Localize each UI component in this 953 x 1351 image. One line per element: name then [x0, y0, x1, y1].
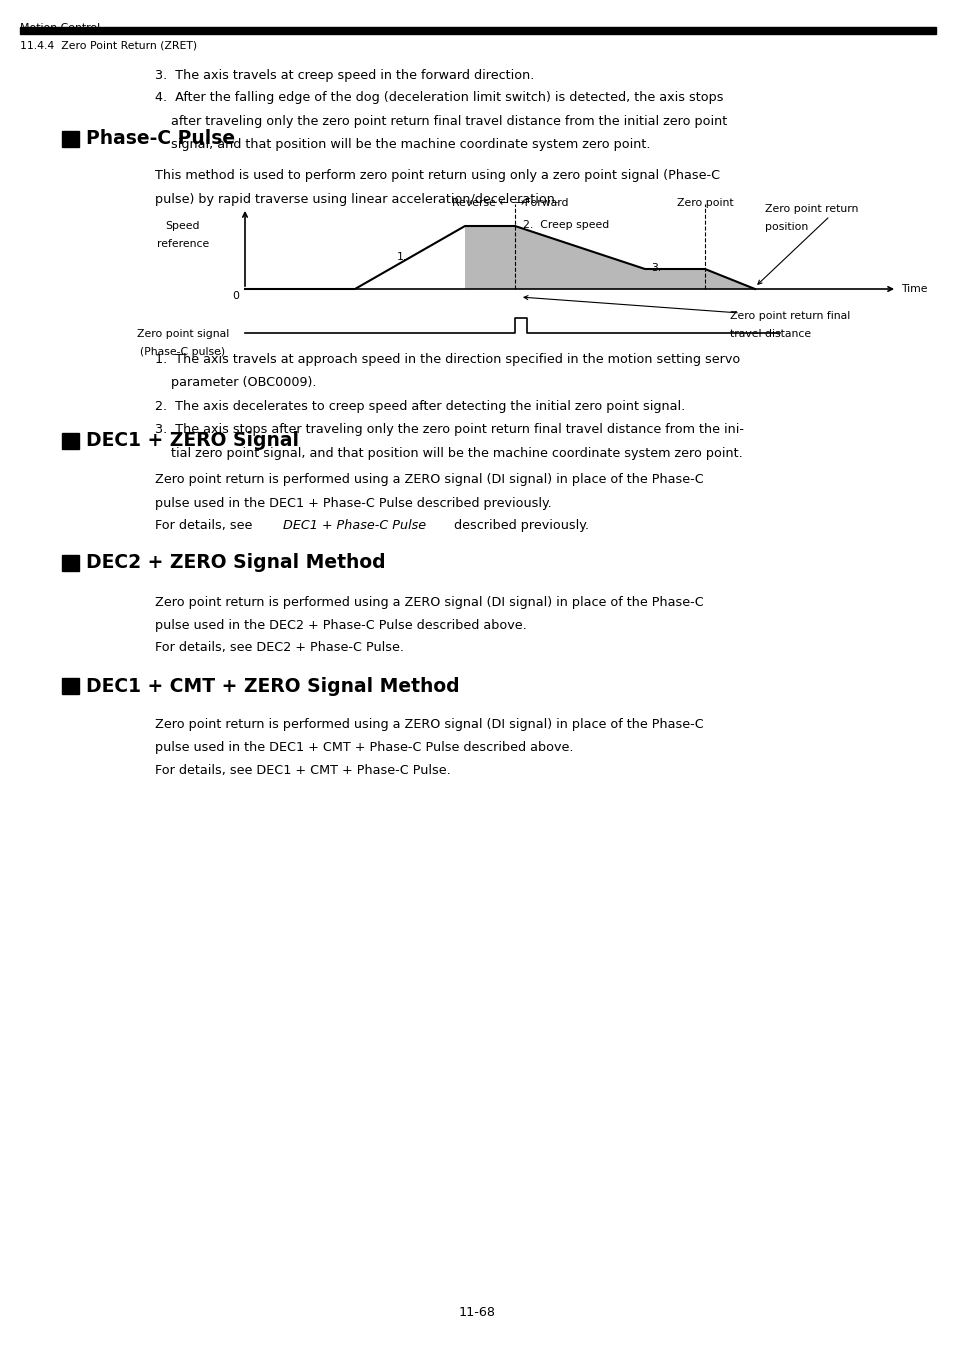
Bar [62, 432, 78, 450]
Text: tial zero point signal, and that position will be the machine coordinate system : tial zero point signal, and that positio… [154, 447, 742, 459]
Bar [62, 131, 78, 147]
Bar [62, 678, 78, 694]
Text: 2.  Creep speed: 2. Creep speed [522, 220, 609, 230]
Text: 3.: 3. [650, 263, 660, 273]
Text: 11.4.4  Zero Point Return (ZRET): 11.4.4 Zero Point Return (ZRET) [20, 41, 197, 51]
Text: DEC1 + ZERO Signal: DEC1 + ZERO Signal [87, 431, 299, 450]
Text: Time: Time [900, 284, 926, 295]
Text: described previously.: described previously. [450, 519, 588, 532]
Text: 1.  The axis travels at approach speed in the direction specified in the motion : 1. The axis travels at approach speed in… [154, 353, 740, 366]
Text: after traveling only the zero point return final travel distance from the initia: after traveling only the zero point retu… [154, 115, 726, 127]
Polygon shape [464, 226, 754, 289]
Text: Speed: Speed [166, 222, 200, 231]
Text: Reverse ←  →Forward: Reverse ← →Forward [452, 199, 568, 208]
Text: pulse used in the DEC1 + Phase-C Pulse described previously.: pulse used in the DEC1 + Phase-C Pulse d… [154, 497, 551, 509]
Text: Zero point signal: Zero point signal [136, 330, 229, 339]
Text: position: position [764, 222, 807, 231]
Text: Zero point return is performed using a ZERO signal (DI signal) in place of the P: Zero point return is performed using a Z… [154, 596, 703, 609]
Text: 3.  The axis stops after traveling only the zero point return final travel dista: 3. The axis stops after traveling only t… [154, 423, 743, 436]
Text: 2.  The axis decelerates to creep speed after detecting the initial zero point s: 2. The axis decelerates to creep speed a… [154, 400, 684, 413]
Text: Zero point return is performed using a ZERO signal (DI signal) in place of the P: Zero point return is performed using a Z… [154, 717, 703, 731]
Text: signal, and that position will be the machine coordinate system zero point.: signal, and that position will be the ma… [154, 138, 650, 151]
Bar [20, 27, 935, 34]
Text: Zero point: Zero point [676, 199, 733, 208]
Text: 11-68: 11-68 [458, 1306, 495, 1319]
Text: DEC1 + CMT + ZERO Signal Method: DEC1 + CMT + ZERO Signal Method [87, 677, 459, 696]
Text: travel distance: travel distance [729, 328, 810, 339]
Text: Phase-C Pulse: Phase-C Pulse [87, 130, 235, 149]
Text: For details, see DEC1 + CMT + Phase-C Pulse.: For details, see DEC1 + CMT + Phase-C Pu… [154, 765, 450, 777]
Text: Zero point return: Zero point return [764, 204, 858, 213]
Text: pulse used in the DEC1 + CMT + Phase-C Pulse described above.: pulse used in the DEC1 + CMT + Phase-C P… [154, 742, 573, 754]
Bar [62, 555, 78, 571]
Text: 3.  The axis travels at creep speed in the forward direction.: 3. The axis travels at creep speed in th… [154, 69, 534, 82]
Text: parameter (OBC0009).: parameter (OBC0009). [154, 377, 316, 389]
Text: 4.  After the falling edge of the dog (deceleration limit switch) is detected, t: 4. After the falling edge of the dog (de… [154, 91, 722, 104]
Text: 0: 0 [232, 290, 239, 301]
Text: pulse) by rapid traverse using linear acceleration/deceleration.: pulse) by rapid traverse using linear ac… [154, 192, 558, 205]
Text: For details, see DEC2 + Phase-C Pulse.: For details, see DEC2 + Phase-C Pulse. [154, 640, 403, 654]
Text: DEC1 + Phase-C Pulse: DEC1 + Phase-C Pulse [283, 519, 426, 532]
Text: Zero point return is performed using a ZERO signal (DI signal) in place of the P: Zero point return is performed using a Z… [154, 473, 703, 486]
Text: For details, see: For details, see [154, 519, 256, 532]
Text: This method is used to perform zero point return using only a zero point signal : This method is used to perform zero poin… [154, 169, 720, 182]
Text: DEC2 + ZERO Signal Method: DEC2 + ZERO Signal Method [87, 554, 386, 573]
Text: reference: reference [156, 239, 209, 249]
Text: pulse used in the DEC2 + Phase-C Pulse described above.: pulse used in the DEC2 + Phase-C Pulse d… [154, 620, 526, 632]
Text: 1.: 1. [396, 253, 407, 262]
Text: (Phase-C pulse): (Phase-C pulse) [140, 347, 225, 357]
Text: Motion Control: Motion Control [20, 23, 100, 32]
Text: Zero point return final: Zero point return final [729, 311, 849, 322]
